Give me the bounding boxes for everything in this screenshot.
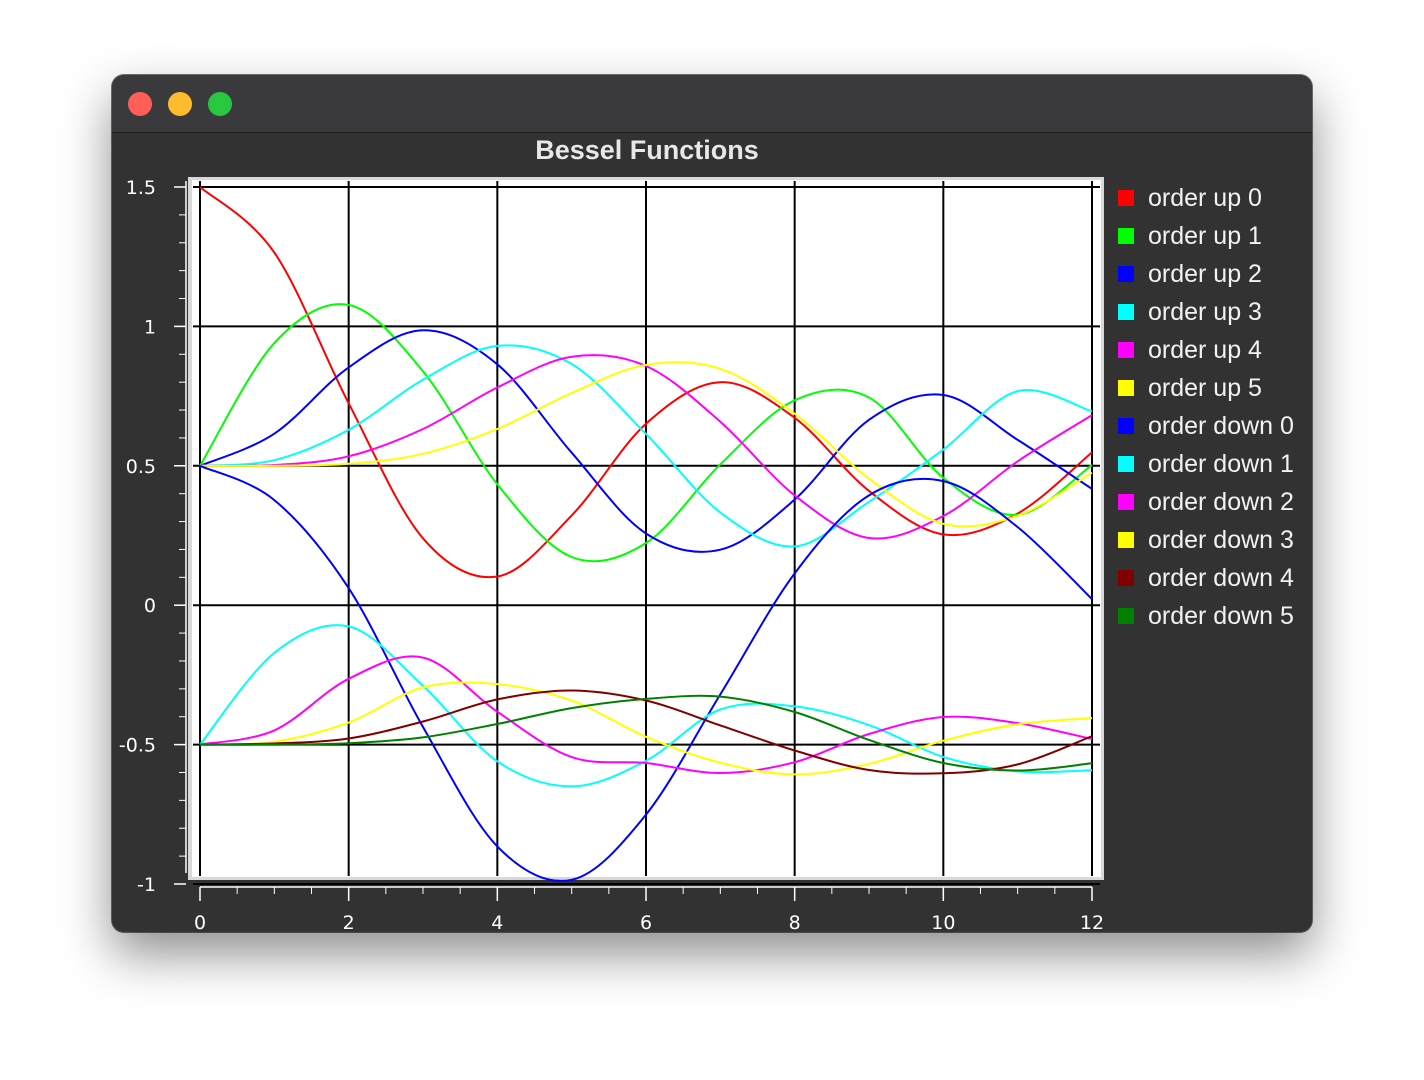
legend-item: order down 1 bbox=[1118, 445, 1312, 483]
legend-item: order down 4 bbox=[1118, 559, 1312, 597]
title-bar bbox=[112, 75, 1312, 133]
legend-label: order down 3 bbox=[1148, 525, 1294, 554]
legend-swatch bbox=[1118, 342, 1134, 358]
legend-item: order down 5 bbox=[1118, 597, 1312, 635]
legend-swatch bbox=[1118, 380, 1134, 396]
legend-swatch bbox=[1118, 304, 1134, 320]
legend-swatch bbox=[1118, 228, 1134, 244]
legend-item: order up 0 bbox=[1118, 179, 1312, 217]
y-tick-label: 0 bbox=[144, 595, 156, 617]
series-line-order-up-3 bbox=[199, 344, 1093, 548]
x-tick-label: 12 bbox=[1080, 912, 1104, 932]
x-tick-label: 10 bbox=[931, 912, 955, 932]
legend-label: order down 1 bbox=[1148, 449, 1294, 478]
legend-swatch bbox=[1118, 190, 1134, 206]
legend-item: order down 3 bbox=[1118, 521, 1312, 559]
minimize-icon[interactable] bbox=[168, 92, 192, 116]
legend-swatch bbox=[1118, 494, 1134, 510]
legend-label: order up 3 bbox=[1148, 297, 1262, 326]
legend-label: order up 2 bbox=[1148, 259, 1262, 288]
legend-label: order down 5 bbox=[1148, 601, 1294, 630]
series-line-order-down-4 bbox=[199, 689, 1093, 775]
series-line-order-down-2 bbox=[199, 655, 1093, 775]
legend-item: order up 3 bbox=[1118, 293, 1312, 331]
app-window: Bessel Functions 1.5 1 0.5 0 -0.5 -1 0 2 4 6 8 10 12… bbox=[112, 75, 1312, 932]
maximize-icon[interactable] bbox=[208, 92, 232, 116]
legend: order up 0 order up 1 order up 2 order up 3… bbox=[1118, 179, 1312, 635]
series-line-order-up-2 bbox=[199, 329, 1093, 553]
legend-swatch bbox=[1118, 266, 1134, 282]
legend-swatch bbox=[1118, 570, 1134, 586]
legend-label: order down 4 bbox=[1148, 563, 1294, 592]
legend-label: order up 4 bbox=[1148, 335, 1262, 364]
series-line-order-up-1 bbox=[199, 303, 1093, 563]
legend-label: order down 0 bbox=[1148, 411, 1294, 440]
y-tick-label: 0.5 bbox=[126, 456, 156, 478]
legend-item: order up 5 bbox=[1118, 369, 1312, 407]
series-line-order-up-5 bbox=[199, 361, 1093, 528]
series-line-order-down-0 bbox=[199, 464, 1093, 882]
chart-title: Bessel Functions bbox=[535, 135, 759, 165]
legend-item: order down 2 bbox=[1118, 483, 1312, 521]
legend-label: order up 0 bbox=[1148, 183, 1262, 212]
x-tick-label: 0 bbox=[194, 912, 206, 932]
x-tick-label: 2 bbox=[343, 912, 355, 932]
y-tick-label: -1 bbox=[137, 874, 156, 896]
series-line-order-up-4 bbox=[199, 354, 1093, 540]
legend-item: order up 1 bbox=[1118, 217, 1312, 255]
legend-label: order down 2 bbox=[1148, 487, 1294, 516]
x-tick-label: 4 bbox=[491, 912, 503, 932]
y-tick-label: -0.5 bbox=[119, 735, 156, 757]
legend-item: order up 2 bbox=[1118, 255, 1312, 293]
plot-area-container: Bessel Functions 1.5 1 0.5 0 -0.5 -1 0 2 4 6 8 10 12… bbox=[112, 133, 1312, 932]
legend-swatch bbox=[1118, 532, 1134, 548]
series-line-order-down-1 bbox=[199, 624, 1093, 788]
close-icon[interactable] bbox=[128, 92, 152, 116]
legend-item: order up 4 bbox=[1118, 331, 1312, 369]
legend-swatch bbox=[1118, 418, 1134, 434]
legend-label: order up 1 bbox=[1148, 221, 1262, 250]
legend-swatch bbox=[1118, 456, 1134, 472]
series-line-order-down-3 bbox=[199, 681, 1093, 776]
y-tick-label: 1 bbox=[144, 316, 156, 338]
bessel-chart: 1.5 1 0.5 0 -0.5 -1 0 2 4 6 8 10 12 bbox=[119, 177, 1104, 932]
legend-item: order down 0 bbox=[1118, 407, 1312, 445]
legend-swatch bbox=[1118, 608, 1134, 624]
y-tick-label: 1.5 bbox=[126, 177, 156, 199]
x-tick-label: 8 bbox=[789, 912, 801, 932]
x-tick-label: 6 bbox=[640, 912, 652, 932]
legend-label: order up 5 bbox=[1148, 373, 1262, 402]
series-line-order-down-5 bbox=[199, 694, 1093, 772]
